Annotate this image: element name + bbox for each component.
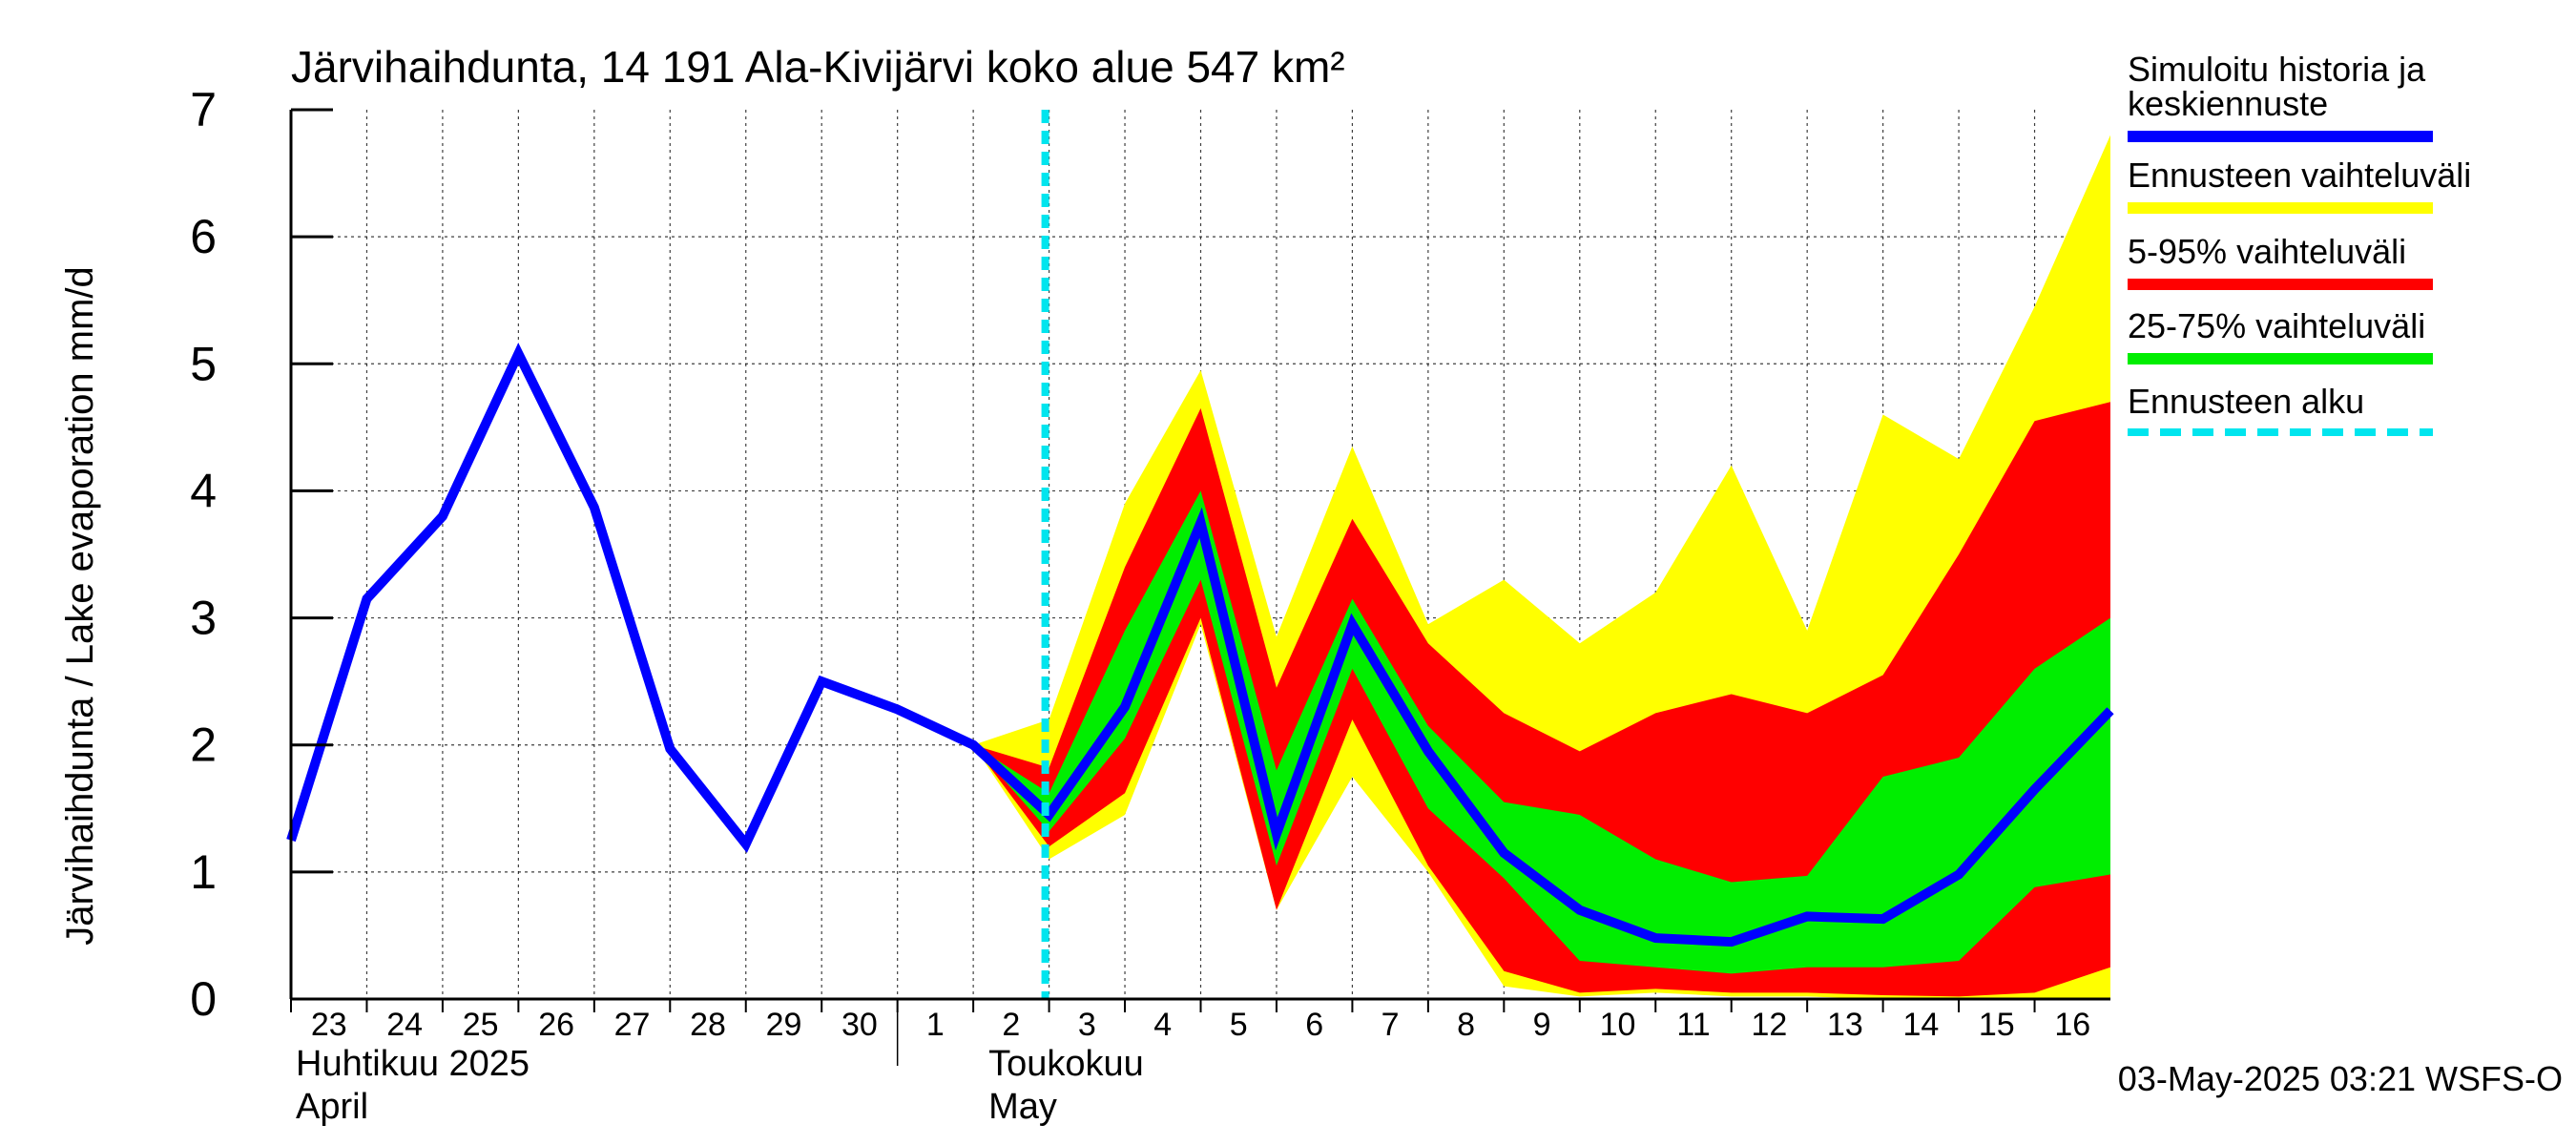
legend-range: Ennusteen vaihteluväli [2128, 156, 2528, 214]
legend-p5-95-swatch [2128, 279, 2433, 290]
y-tick-label: 1 [190, 845, 217, 899]
x-tick-label: 15 [1979, 1007, 2015, 1043]
x-tick-label: 8 [1457, 1007, 1475, 1043]
x-tick-label: 28 [690, 1007, 726, 1043]
legend-p5-95-label: 5-95% vaihteluväli [2128, 232, 2407, 271]
history-and-median-line [286, 343, 2114, 947]
x-tick-label: 25 [463, 1007, 499, 1043]
x-tick-label: 9 [1533, 1007, 1551, 1043]
y-tick-label: 4 [190, 464, 217, 517]
legend-history-swatch [2128, 131, 2433, 142]
legend-forecast-start: Ennusteen alku [2128, 382, 2528, 436]
x-tick-label: 4 [1153, 1007, 1172, 1043]
legend-p25-75-swatch [2128, 353, 2433, 364]
x-tick-label: 16 [2054, 1007, 2090, 1043]
legend-range-label: Ennusteen vaihteluväli [2128, 156, 2472, 195]
y-tick-label: 7 [190, 83, 217, 136]
legend-history-label: Simuloitu historia ja keskiennuste [2128, 50, 2426, 123]
x-tick-label: 12 [1752, 1007, 1788, 1043]
legend-range-swatch [2128, 202, 2433, 214]
x-tick-label: 30 [841, 1007, 878, 1043]
month-label-en: May [988, 1087, 1057, 1127]
x-tick-label: 27 [614, 1007, 651, 1043]
y-axis-label: Järvihaihdunta / Lake evaporation mm/d [59, 266, 101, 946]
legend-history: Simuloitu historia ja keskiennuste [2128, 50, 2528, 142]
y-tick-label: 3 [190, 592, 217, 645]
month-label-en: April [296, 1087, 368, 1127]
legend-p25-75-label: 25-75% vaihteluväli [2128, 306, 2426, 345]
timestamp-footer: 03-May-2025 03:21 WSFS-O [2117, 1059, 2563, 1098]
month-label-fi: Huhtikuu 2025 [296, 1044, 530, 1084]
x-tick-label: 2 [1002, 1007, 1020, 1043]
x-tick-label: 7 [1381, 1007, 1400, 1043]
legend-forecast-start-swatch [2128, 428, 2433, 436]
x-tick-label: 11 [1676, 1007, 1710, 1043]
chart-title: Järvihaihdunta, 14 191 Ala-Kivijärvi kok… [291, 42, 1345, 92]
x-tick-label: 14 [1902, 1007, 1939, 1043]
x-tick-label: 10 [1600, 1007, 1636, 1043]
x-tick-label: 3 [1078, 1007, 1096, 1043]
month-label-fi: Toukokuu [988, 1044, 1144, 1084]
y-tick-label: 6 [190, 210, 217, 263]
y-tick-label: 0 [190, 972, 217, 1026]
legend-forecast-start-label: Ennusteen alku [2128, 382, 2365, 421]
x-tick-label: 23 [311, 1007, 347, 1043]
y-tick-label: 5 [190, 337, 217, 390]
legend-p5-95: 5-95% vaihteluväli [2128, 232, 2528, 290]
x-tick-label: 24 [386, 1007, 423, 1043]
forecast-p25-75-band [973, 490, 2110, 974]
y-tick-label: 2 [190, 718, 217, 772]
forecast-p5-95-band [973, 402, 2110, 997]
x-tick-label: 6 [1305, 1007, 1323, 1043]
legend-p25-75: 25-75% vaihteluväli [2128, 306, 2528, 364]
x-tick-label: 1 [926, 1007, 945, 1043]
x-tick-label: 29 [766, 1007, 802, 1043]
x-tick-label: 5 [1230, 1007, 1248, 1043]
x-tick-label: 26 [538, 1007, 574, 1043]
x-tick-label: 13 [1827, 1007, 1863, 1043]
